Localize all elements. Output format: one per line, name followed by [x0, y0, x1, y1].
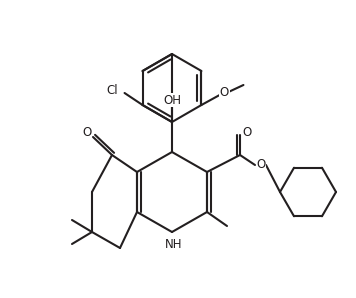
Text: O: O [220, 86, 229, 100]
Text: NH: NH [165, 238, 183, 252]
Text: Cl: Cl [107, 85, 118, 97]
Text: O: O [256, 159, 266, 172]
Text: O: O [82, 125, 91, 139]
Text: O: O [242, 125, 252, 139]
Text: OH: OH [163, 94, 181, 106]
